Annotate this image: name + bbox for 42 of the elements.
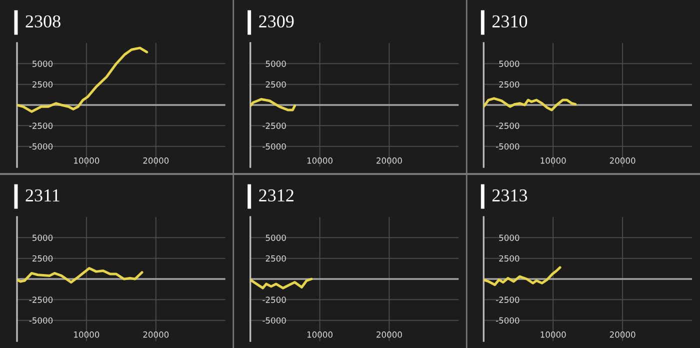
y-tick-label: 2500 [266,255,286,262]
y-tick-label: 2500 [32,255,53,262]
y-tick-label: -2500 [29,296,53,303]
x-tick-label: 20000 [376,157,402,164]
y-tick-label: 2500 [266,81,286,88]
y-tick-label: 2500 [499,255,520,262]
x-tick-label: 20000 [376,331,402,338]
y-tick-label: 5000 [499,234,520,241]
x-tick-label: 20000 [143,157,169,164]
y-tick-label: -5000 [29,317,53,324]
x-tick-label: 20000 [143,331,169,338]
chart-title: 2311 [26,189,60,202]
y-tick-label: -5000 [29,143,53,150]
chart-title: 2308 [26,15,60,28]
x-tick-label: 10000 [540,157,566,164]
x-tick-label: 10000 [74,331,100,338]
chart-title: 2309 [259,15,294,28]
chart-title: 2312 [259,189,294,202]
y-tick-label: -2500 [29,122,53,129]
y-tick-label: -2500 [496,122,520,129]
y-tick-label: -5000 [496,143,520,150]
y-tick-label: 2500 [32,81,53,88]
y-tick-label: 2500 [499,81,520,88]
x-tick-label: 20000 [610,157,636,164]
x-tick-label: 10000 [307,157,332,164]
y-tick-label: 5000 [499,60,520,67]
y-tick-label: 5000 [266,60,286,67]
chart-title: 2313 [492,189,528,202]
y-tick-label: -5000 [262,143,286,150]
y-tick-label: 5000 [32,60,53,67]
x-tick-label: 10000 [74,157,100,164]
x-tick-label: 10000 [307,331,332,338]
y-tick-label: -2500 [496,296,520,303]
y-tick-label: -5000 [496,317,520,324]
x-tick-label: 20000 [610,331,636,338]
y-tick-label: -2500 [262,296,286,303]
x-tick-label: 10000 [540,331,566,338]
y-tick-label: 5000 [266,234,286,241]
y-tick-label: -2500 [262,122,286,129]
y-tick-label: -5000 [262,317,286,324]
chart-title: 2310 [492,15,528,28]
y-tick-label: 5000 [32,234,53,241]
